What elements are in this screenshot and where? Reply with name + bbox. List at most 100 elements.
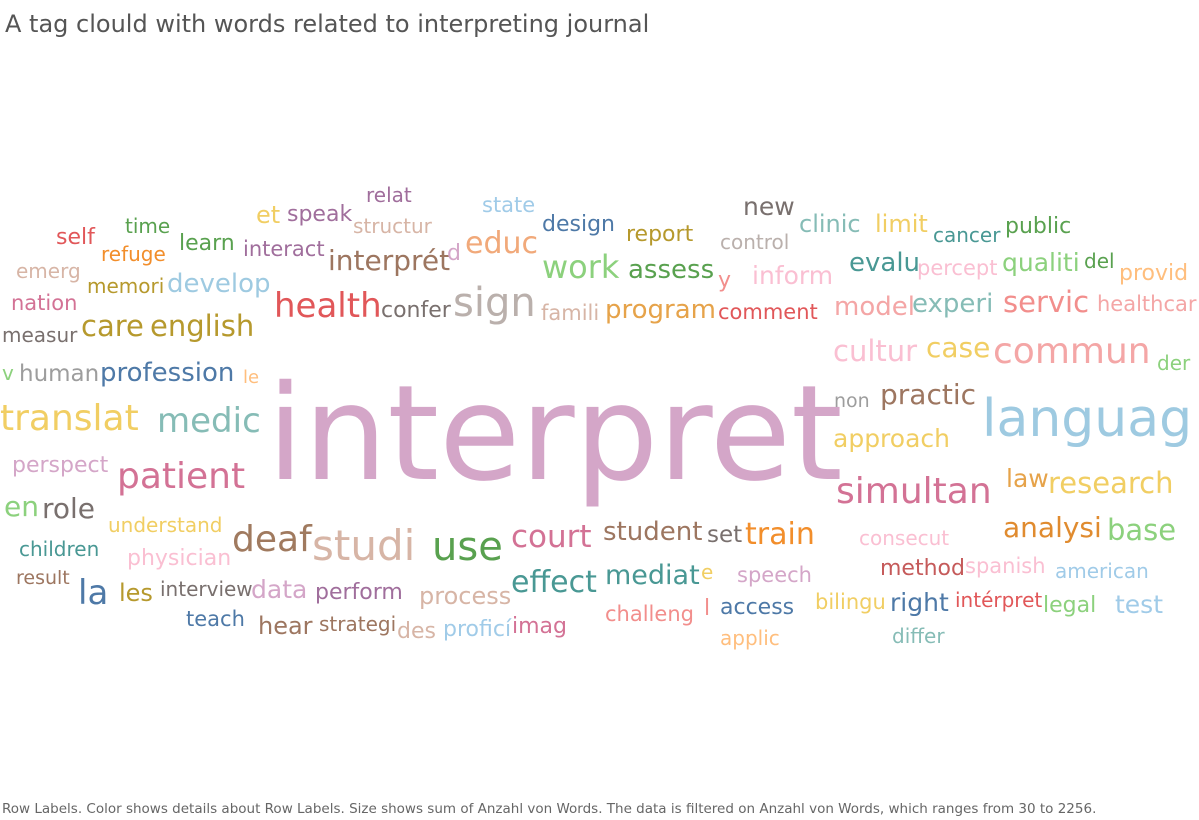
word-refuge: refuge — [101, 242, 166, 266]
word-medic: medic — [157, 401, 261, 441]
chart-caption: Row Labels. Color shows details about Ro… — [2, 801, 1097, 817]
word-emerg: emerg — [16, 259, 81, 283]
word-der: der — [1157, 351, 1191, 375]
word-healthcar: healthcar — [1097, 292, 1197, 316]
word-profici-accent: proficí — [443, 617, 512, 642]
word-relat: relat — [366, 183, 412, 207]
word-process: process — [419, 582, 512, 610]
word-le: le — [243, 367, 260, 388]
word-interview: interview — [160, 577, 253, 601]
word-structur: structur — [353, 214, 432, 238]
word-qualiti: qualiti — [1002, 248, 1080, 277]
word-self: self — [56, 225, 95, 250]
word-learn: learn — [179, 231, 235, 256]
word-train: train — [745, 517, 815, 552]
word-experi: experi — [912, 289, 994, 319]
word-test: test — [1115, 590, 1164, 619]
word-profession: profession — [100, 358, 235, 388]
word-limit: limit — [875, 210, 928, 238]
word-y: y — [718, 268, 732, 293]
word-provid: provid — [1119, 261, 1189, 286]
page-title: A tag clould with words related to inter… — [5, 10, 650, 38]
word-legal: legal — [1043, 593, 1097, 618]
word-right: right — [890, 588, 949, 617]
word-differ: differ — [892, 624, 945, 648]
word-d: d — [447, 241, 461, 266]
word-understand: understand — [108, 513, 223, 537]
word-care: care — [81, 309, 144, 343]
word-human: human — [19, 361, 100, 387]
word-state: state — [482, 193, 536, 217]
word-set: set — [707, 522, 743, 548]
word-cultur: cultur — [833, 334, 918, 368]
word-confer: confer — [381, 298, 451, 323]
word-method: method — [880, 556, 965, 581]
word-access: access — [720, 595, 795, 620]
word-effect: effect — [511, 565, 597, 600]
word-simultan: simultan — [836, 471, 992, 512]
word-cancer: cancer — [933, 223, 1001, 247]
word-strategi: strategi — [319, 612, 397, 636]
word-result: result — [16, 567, 70, 589]
word-analysi: analysi — [1003, 511, 1102, 544]
word-perform: perform — [315, 580, 403, 605]
word-teach: teach — [186, 607, 245, 631]
word-nation: nation — [11, 291, 78, 315]
word-del: del — [1084, 249, 1115, 273]
word-speak: speak — [287, 202, 353, 227]
word-clinic: clinic — [799, 210, 861, 238]
word-interpret-accent: interprét — [328, 244, 451, 277]
word-des: des — [397, 619, 436, 644]
word-approach: approach — [833, 424, 950, 453]
word-speech: speech — [737, 563, 812, 587]
word-interpret: interpret — [267, 357, 843, 511]
word-american: american — [1055, 559, 1149, 583]
word-sign: sign — [453, 280, 536, 326]
word-practic: practic — [880, 378, 976, 411]
word-assess: assess — [628, 255, 715, 285]
word-model: model — [834, 292, 915, 322]
word-imag: imag — [512, 614, 567, 639]
word-v: v — [2, 361, 14, 385]
word-work: work — [542, 248, 620, 286]
word-les: les — [119, 579, 153, 607]
word-la: la — [78, 573, 109, 613]
word-report: report — [626, 222, 694, 247]
word-consecut: consecut — [859, 526, 950, 550]
word-educ: educ — [465, 226, 539, 261]
word-base: base — [1107, 513, 1177, 547]
word-law: law — [1006, 464, 1049, 493]
word-non: non — [834, 390, 870, 412]
word-measur: measur — [2, 323, 78, 347]
word-interact: interact — [243, 237, 325, 261]
word-english: english — [150, 309, 255, 343]
word-data: data — [251, 575, 308, 604]
word-l: l — [704, 596, 711, 621]
word-case: case — [926, 331, 991, 364]
word-hear: hear — [258, 612, 313, 640]
word-interpret-accent: intérpret — [955, 588, 1043, 612]
word-court: court — [511, 519, 592, 555]
word-new: new — [743, 192, 795, 221]
word-time: time — [125, 214, 171, 238]
word-deaf: deaf — [232, 519, 312, 560]
word-spanish: spanish — [965, 554, 1046, 578]
word-control: control — [720, 230, 790, 254]
word-famili: famili — [541, 301, 600, 325]
word-design: design — [542, 212, 615, 237]
word-studi: studi — [312, 521, 416, 570]
word-comment: comment — [718, 300, 818, 324]
word-mediat: mediat — [605, 560, 700, 591]
word-student: student — [603, 517, 703, 547]
word-commun: commun — [993, 331, 1151, 372]
word-applic: applic — [720, 626, 780, 650]
word-health: health — [274, 286, 382, 326]
word-percept: percept — [917, 256, 998, 280]
word-public: public — [1005, 214, 1072, 239]
word-develop: develop — [167, 269, 271, 299]
word-inform: inform — [752, 261, 834, 290]
word-use: use — [432, 524, 503, 570]
word-en: en — [4, 490, 39, 523]
word-memori: memori — [87, 274, 165, 298]
